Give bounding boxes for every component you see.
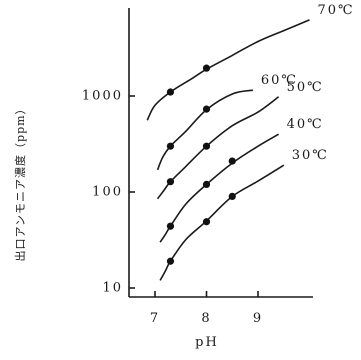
series-layer: 70℃ 60℃50℃ 40℃ 30℃ bbox=[146, 3, 355, 281]
series-line-4 bbox=[159, 164, 285, 281]
x-axis-title: pH bbox=[195, 335, 219, 350]
data-point-4-0 bbox=[166, 257, 175, 265]
series-line-1 bbox=[156, 89, 254, 171]
data-point-3-2 bbox=[228, 157, 236, 165]
series-label-2: 50℃ bbox=[287, 80, 324, 95]
data-point-3-0 bbox=[166, 222, 175, 230]
series-3: 40℃ bbox=[159, 117, 324, 243]
series-label-1: 60℃ bbox=[261, 73, 298, 88]
x-tick-labels: 7 8 9 bbox=[150, 291, 263, 326]
data-point-3-1 bbox=[202, 180, 211, 188]
series-label-0: 70℃ bbox=[318, 3, 355, 18]
y-tick-label-2: 1000 bbox=[82, 89, 123, 104]
series-2: 50℃ bbox=[156, 80, 324, 200]
series-4: 30℃ bbox=[159, 148, 329, 281]
x-tick-label-2: 9 bbox=[253, 311, 263, 326]
data-point-2-1 bbox=[202, 142, 211, 150]
data-point-2-0 bbox=[166, 178, 175, 186]
y-tick-labels: 10 100 1000 bbox=[82, 89, 135, 296]
series-line-2 bbox=[156, 96, 280, 200]
data-point-0-0 bbox=[166, 88, 175, 96]
y-tick-label-1: 100 bbox=[92, 185, 123, 200]
y-tick-label-0: 10 bbox=[102, 281, 123, 296]
series-label-3: 40℃ bbox=[287, 117, 324, 132]
series-line-3 bbox=[159, 133, 280, 243]
data-point-4-1 bbox=[202, 218, 211, 226]
series-1: 60℃ bbox=[156, 73, 298, 171]
x-tick-label-1: 8 bbox=[201, 311, 211, 326]
y-axis-title: 出口アンモニア濃度（ppm） bbox=[13, 102, 27, 261]
x-tick-label-0: 7 bbox=[150, 311, 160, 326]
data-point-4-2 bbox=[228, 192, 236, 200]
series-0: 70℃ bbox=[146, 3, 355, 121]
series-line-0 bbox=[146, 19, 310, 121]
series-label-4: 30℃ bbox=[292, 148, 329, 163]
data-point-1-0 bbox=[166, 142, 175, 150]
data-point-0-1 bbox=[202, 64, 211, 72]
data-point-1-1 bbox=[202, 105, 211, 113]
